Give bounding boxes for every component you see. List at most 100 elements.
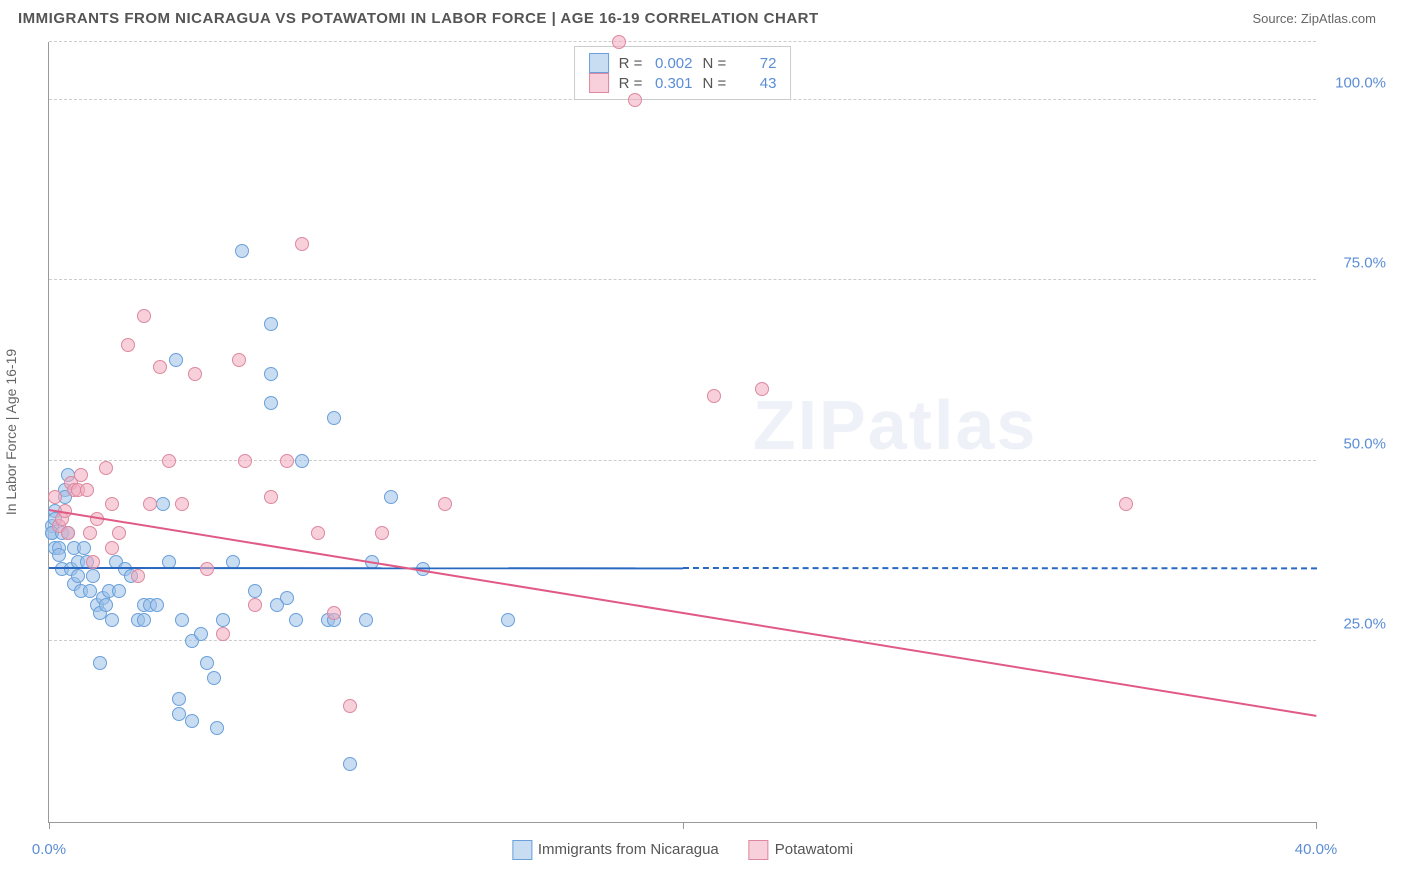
data-point [137,613,151,627]
y-tick-label: 25.0% [1343,616,1386,633]
data-point [207,671,221,685]
data-point [121,338,135,352]
data-point [311,526,325,540]
data-point [105,497,119,511]
stat-r-label: R = 0.002 [619,55,693,72]
data-point [131,569,145,583]
x-tick [683,822,684,829]
x-tick-label: 0.0% [32,841,66,858]
data-point [264,317,278,331]
data-point [248,598,262,612]
chart-title: IMMIGRANTS FROM NICARAGUA VS POTAWATOMI … [18,10,819,27]
data-point [612,35,626,49]
data-point [295,454,309,468]
data-point [280,454,294,468]
stats-legend: R = 0.002 N = 72 R = 0.301 N = 43 [574,46,792,100]
data-point [327,411,341,425]
source-prefix: Source: [1252,11,1300,26]
data-point [384,490,398,504]
data-point [93,656,107,670]
x-tick [1316,822,1317,829]
data-point [200,656,214,670]
data-point [216,613,230,627]
data-point [112,584,126,598]
data-point [188,367,202,381]
data-point [343,757,357,771]
trend-line [49,509,1316,717]
data-point [327,606,341,620]
data-point [238,454,252,468]
data-point [137,309,151,323]
data-point [83,526,97,540]
source-label: Source: ZipAtlas.com [1252,11,1376,26]
scatter-chart: In Labor Force | Age 16-19 ZIPatlas R = … [48,42,1316,823]
data-point [156,497,170,511]
data-point [162,454,176,468]
stats-row: R = 0.002 N = 72 [589,53,777,73]
data-point [99,461,113,475]
data-point [99,598,113,612]
stat-n-label: N = 43 [703,75,777,92]
data-point [77,541,91,555]
data-point [52,548,66,562]
source-name: ZipAtlas.com [1301,11,1376,26]
x-legend: Immigrants from Nicaragua Potawatomi [512,840,853,860]
data-point [232,353,246,367]
data-point [150,598,164,612]
data-point [248,584,262,598]
data-point [105,541,119,555]
x-tick [49,822,50,829]
data-point [169,353,183,367]
legend-swatch [749,840,769,860]
legend-swatch [589,73,609,93]
data-point [264,396,278,410]
data-point [172,692,186,706]
data-point [707,389,721,403]
legend-swatch [589,53,609,73]
gridline [49,99,1316,100]
data-point [264,490,278,504]
trend-line [49,567,683,569]
data-point [143,497,157,511]
data-point [216,627,230,641]
data-point [112,526,126,540]
data-point [153,360,167,374]
data-point [80,483,94,497]
data-point [343,699,357,713]
data-point [74,468,88,482]
gridline [49,41,1316,42]
data-point [501,613,515,627]
data-point [175,613,189,627]
data-point [185,714,199,728]
data-point [289,613,303,627]
data-point [438,497,452,511]
data-point [200,562,214,576]
stat-n-label: N = 72 [703,55,777,72]
legend-item: Potawatomi [749,840,853,860]
data-point [359,613,373,627]
data-point [61,526,75,540]
data-point [1119,497,1133,511]
legend-item: Immigrants from Nicaragua [512,840,719,860]
data-point [71,569,85,583]
data-point [194,627,208,641]
data-point [86,555,100,569]
stats-row: R = 0.301 N = 43 [589,73,777,93]
data-point [86,569,100,583]
trend-line [682,567,1316,569]
data-point [628,93,642,107]
data-point [264,367,278,381]
y-tick-label: 50.0% [1343,435,1386,452]
gridline [49,279,1316,280]
y-tick-label: 75.0% [1343,255,1386,272]
data-point [755,382,769,396]
stat-r-label: R = 0.301 [619,75,693,92]
gridline [49,640,1316,641]
watermark: ZIPatlas [753,385,1037,465]
legend-swatch [512,840,532,860]
data-point [280,591,294,605]
y-tick-label: 100.0% [1335,74,1386,91]
data-point [295,237,309,251]
x-tick-label: 40.0% [1295,841,1338,858]
data-point [48,490,62,504]
